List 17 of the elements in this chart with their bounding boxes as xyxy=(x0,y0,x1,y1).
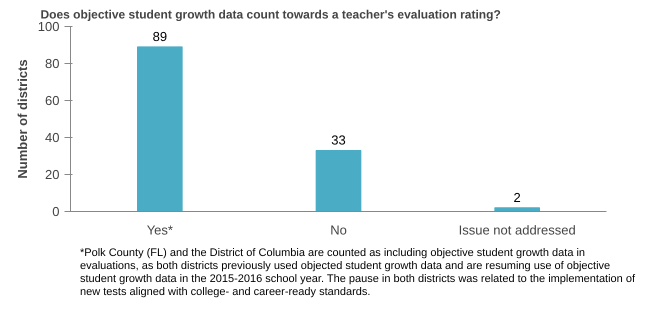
bar xyxy=(316,150,362,212)
y-tick-label: 100 xyxy=(38,19,60,34)
data-label: 89 xyxy=(152,28,168,44)
y-axis-title: Number of districts xyxy=(14,59,30,179)
chart-title: Does objective student growth data count towards a teacher's evaluation rating? xyxy=(40,8,501,22)
bar xyxy=(137,46,183,212)
y-tick-label: 40 xyxy=(45,130,60,145)
data-label: 2 xyxy=(514,190,521,205)
y-tick-label: 20 xyxy=(45,167,60,182)
x-tick-label: No xyxy=(330,222,347,238)
x-tick-label: Issue not addressed xyxy=(458,222,576,238)
text: *Polk County (FL) and the District of Columbia are counted as including objective student growth data in evaluations, as both districts previously used objected student growth data and are resuming use of objective student growth data in the 2015-2016 school year. The pause in both districts was related to the implementation of new tests aligned with college- and career-ready standards. xyxy=(80,247,636,299)
x-tick-label: Yes* xyxy=(146,222,173,238)
y-tick-label: 60 xyxy=(45,93,60,108)
y-tick-label: 80 xyxy=(45,56,60,71)
y-tick-label: 0 xyxy=(52,204,60,219)
data-label: 33 xyxy=(331,132,346,148)
